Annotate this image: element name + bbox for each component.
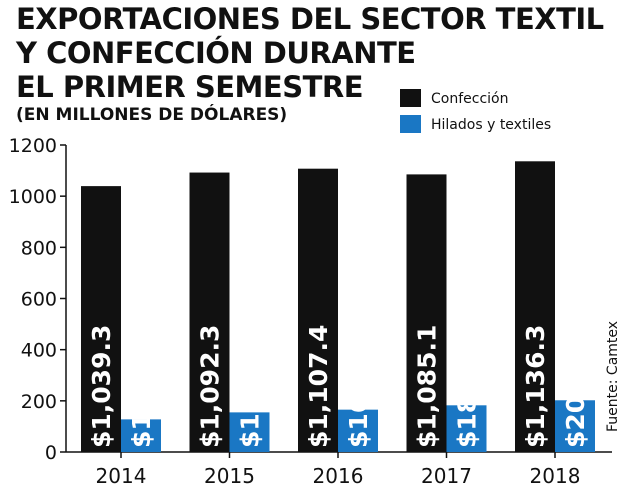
data-label: $202.2 bbox=[561, 352, 590, 448]
y-tick-label: 400 bbox=[21, 340, 57, 362]
y-tick-label: 200 bbox=[21, 391, 57, 413]
chart-subtitle: (EN MILLONES DE DÓLARES) bbox=[16, 105, 288, 125]
x-tick-label: 2015 bbox=[204, 464, 255, 488]
data-label: $1,085.1 bbox=[413, 325, 442, 448]
data-label: $1,039.3 bbox=[87, 325, 116, 448]
bar-confeccion-2015 bbox=[189, 172, 230, 452]
legend-swatch-confeccion bbox=[400, 89, 421, 107]
bar-confeccion-2014 bbox=[81, 186, 121, 452]
data-label: $1,136.3 bbox=[521, 325, 550, 448]
source-note: Fuente: Camtex bbox=[605, 321, 621, 432]
y-tick-label: 1000 bbox=[9, 186, 57, 208]
data-label: $1,107.4 bbox=[304, 325, 333, 448]
data-label: $1,092.3 bbox=[196, 325, 225, 448]
x-tick-label: 2016 bbox=[313, 464, 364, 488]
bar-hilados-2015 bbox=[229, 412, 270, 452]
legend-label-confeccion: Confección bbox=[431, 91, 508, 107]
bar-confeccion-2016 bbox=[298, 168, 338, 452]
bar-confeccion-2017 bbox=[406, 174, 447, 452]
legend-label-hilados: Hilados y textiles bbox=[431, 117, 551, 133]
data-label: $127.5 bbox=[127, 352, 156, 448]
x-tick-label: 2018 bbox=[530, 464, 581, 488]
chart-legend: Confección Hilados y textiles bbox=[400, 89, 551, 133]
y-tick-label: 1200 bbox=[9, 135, 57, 157]
chart-title-line-3: EL PRIMER SEMESTRE bbox=[16, 70, 364, 104]
bar-hilados-2018 bbox=[555, 400, 595, 452]
y-tick-label: 0 bbox=[45, 442, 57, 464]
bar-hilados-2017 bbox=[446, 405, 487, 452]
x-tick-label: 2014 bbox=[96, 464, 147, 488]
chart-title-line-1: EXPORTACIONES DEL SECTOR TEXTIL bbox=[16, 2, 604, 36]
chart-title-block: EXPORTACIONES DEL SECTOR TEXTIL Y CONFEC… bbox=[16, 2, 604, 125]
bar-hilados-2014 bbox=[121, 419, 161, 452]
legend-swatch-hilados bbox=[400, 115, 421, 133]
data-label: $154.9 bbox=[236, 352, 265, 448]
bar-confeccion-2018 bbox=[515, 161, 555, 453]
y-tick-label: 600 bbox=[21, 289, 57, 311]
chart-bars: $1,039.3 $127.5 $1,092.3 $154.9 $1,107.4 $165… bbox=[81, 161, 595, 453]
bar-hilados-2016 bbox=[338, 409, 378, 452]
data-label: $165.5 bbox=[344, 352, 373, 448]
x-tick-label: 2017 bbox=[421, 464, 472, 488]
chart-title-line-2: Y CONFECCIÓN DURANTE bbox=[16, 36, 416, 70]
y-tick-label: 800 bbox=[21, 237, 57, 259]
data-label: $182.5 bbox=[453, 352, 482, 448]
